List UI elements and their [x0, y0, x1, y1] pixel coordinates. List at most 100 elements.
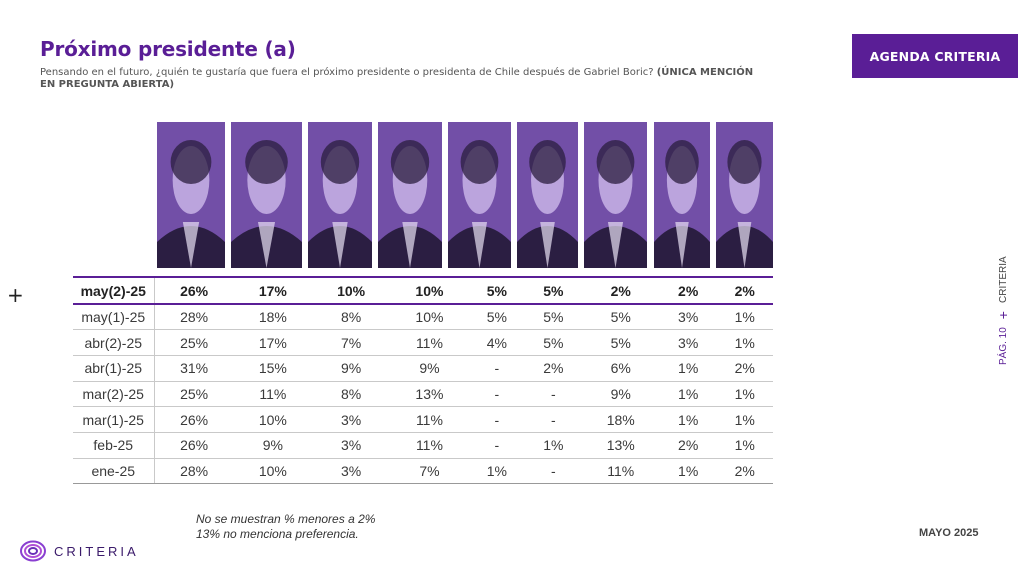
table-cell: 28% [154, 304, 234, 331]
candidate-photo-3 [308, 122, 372, 268]
row-label: may(2)-25 [73, 276, 155, 305]
criteria-logo-icon [20, 540, 46, 562]
agenda-criteria-button[interactable]: AGENDA CRITERIA [852, 34, 1018, 78]
table-cell: 1% [525, 432, 582, 459]
table-cell: 2% [659, 432, 717, 459]
table-cell: 5% [581, 304, 660, 331]
table-cell: 9% [581, 381, 660, 408]
table-cell: 18% [233, 304, 312, 331]
table-cell: - [468, 355, 526, 382]
page-number: PÁG. 10 [997, 327, 1009, 365]
table-cell: 11% [390, 432, 469, 459]
subtitle-question: Pensando en el futuro, ¿quién te gustarí… [40, 67, 657, 78]
side-page-label: PÁG. 10 + CRITERIA [995, 215, 1011, 365]
footnote-threshold: No se muestran % menores a 2% [196, 512, 376, 526]
table-cell: 3% [311, 432, 391, 459]
table-cell: 10% [311, 276, 391, 305]
table-cell: - [525, 381, 582, 408]
table-cell: 5% [525, 329, 582, 356]
candidate-photo-8 [654, 122, 710, 268]
table-cell: 8% [311, 304, 391, 331]
table-cell: 3% [311, 406, 391, 433]
table-row: abr(2)-25 25% 17% 7% 11% 4% 5% 5% 3% 1% [73, 329, 773, 356]
table-cell: 17% [233, 276, 312, 305]
table-cell: 18% [581, 406, 660, 433]
table-cell: 5% [468, 276, 526, 305]
side-plus-icon: + [995, 311, 1011, 320]
table-cell: 10% [390, 304, 469, 331]
table-row: mar(1)-25 26% 10% 3% 11% - -18% 1% 1% [73, 406, 773, 433]
table-cell: 9% [390, 355, 469, 382]
table-row: may(1)-25 28% 18% 8% 10% 5% 5% 5% 3% 1% [73, 304, 773, 331]
table-cell: 26% [154, 406, 234, 433]
table-cell: 1% [659, 381, 717, 408]
candidate-photo-7 [584, 122, 647, 268]
table-row: ene-25 28% 10% 3% 7% 1% -11% 1% 2% [73, 458, 773, 485]
table-cell: 1% [659, 458, 717, 485]
table-cell: 1% [716, 381, 773, 408]
table-cell: 7% [390, 458, 469, 485]
table-cell: 2% [716, 355, 773, 382]
candidate-photo-1 [157, 122, 225, 268]
table-cell: - [468, 432, 526, 459]
table-cell: 1% [716, 304, 773, 331]
table-cell: 5% [581, 329, 660, 356]
table-cell: - [525, 458, 582, 485]
table-cell: 4% [468, 329, 526, 356]
plus-icon: + [7, 283, 24, 307]
criteria-logo-text: CRITERIA [54, 543, 139, 559]
table-cell: 11% [390, 329, 469, 356]
table-cell: 1% [468, 458, 526, 485]
table-cell: 1% [659, 406, 717, 433]
candidate-photo-5 [448, 122, 511, 268]
table-cell: 1% [659, 355, 717, 382]
table-cell: 26% [154, 276, 234, 305]
table-cell: - [468, 406, 526, 433]
table-cell: 28% [154, 458, 234, 485]
subtitle-qualifier: (ÚNICA MENCIÓN EN PREGUNTA ABIERTA) [40, 67, 754, 90]
row-label: abr(1)-25 [73, 355, 155, 382]
table-row: may(2)-25 26% 17% 10% 10% 5% 5% 2% 2% 2% [73, 276, 773, 305]
table-cell: 10% [233, 458, 312, 485]
table-row: mar(2)-25 25% 11% 8% 13% - -9% 1% 1% [73, 381, 773, 408]
row-label: mar(2)-25 [73, 381, 155, 408]
table-cell: 26% [154, 432, 234, 459]
table-cell: 2% [659, 276, 717, 305]
table-cell: 2% [716, 458, 773, 485]
page-title: Próximo presidente (a) [40, 37, 296, 61]
table-cell: 25% [154, 329, 234, 356]
table-cell: 10% [233, 406, 312, 433]
table-row: feb-25 26% 9% 3% 11% -1% 13% 2% 1% [73, 432, 773, 459]
report-date: MAYO 2025 [919, 527, 979, 539]
table-cell: 11% [233, 381, 312, 408]
criteria-logo: CRITERIA [20, 540, 139, 562]
candidate-photo-4 [378, 122, 442, 268]
results-table: may(2)-25 26% 17% 10% 10% 5% 5% 2% 2% 2% may(1)-25… [73, 276, 773, 485]
table-cell: 6% [581, 355, 660, 382]
table-cell: 5% [525, 276, 582, 305]
table-cell: 1% [716, 406, 773, 433]
footnotes: No se muestran % menores a 2% 13% no men… [196, 512, 375, 542]
table-cell: 10% [390, 276, 469, 305]
row-label: may(1)-25 [73, 304, 155, 331]
candidate-photo-6 [517, 122, 578, 268]
row-label: feb-25 [73, 432, 155, 459]
table-cell: 3% [659, 304, 717, 331]
table-cell: 15% [233, 355, 312, 382]
side-brand: CRITERIA [997, 256, 1009, 303]
table-cell: 31% [154, 355, 234, 382]
table-cell: 9% [311, 355, 391, 382]
table-cell: - [525, 406, 582, 433]
table-row: abr(1)-25 31% 15% 9% 9% -2% 6% 1% 2% [73, 355, 773, 382]
table-cell: 17% [233, 329, 312, 356]
candidate-photo-2 [231, 122, 302, 268]
table-cell: 7% [311, 329, 391, 356]
row-label: abr(2)-25 [73, 329, 155, 356]
table-cell: 2% [525, 355, 582, 382]
table-cell: 8% [311, 381, 391, 408]
table-cell: 9% [233, 432, 312, 459]
table-cell: 2% [581, 276, 660, 305]
table-cell: 13% [390, 381, 469, 408]
footnote-no-preference: 13% no menciona preferencia. [196, 527, 359, 541]
row-label: mar(1)-25 [73, 406, 155, 433]
